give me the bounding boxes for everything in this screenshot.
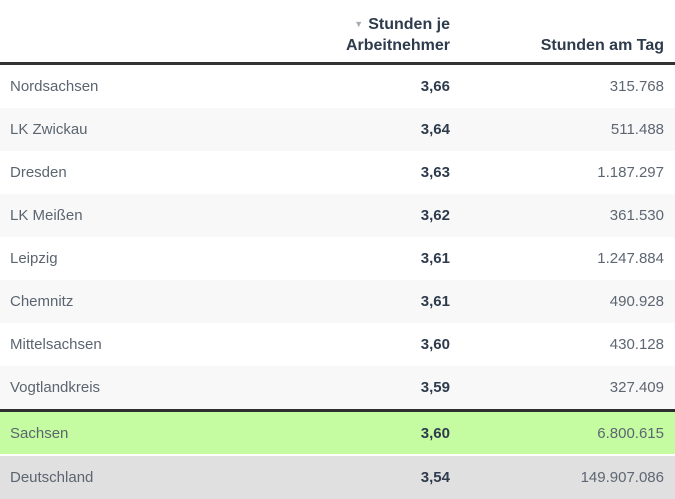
- region-name: Sachsen: [10, 424, 69, 442]
- hours-per-day-value: 1.187.297: [597, 164, 664, 181]
- hours-per-worker-value: 3,63: [420, 164, 450, 181]
- sort-desc-icon: ▼: [354, 19, 364, 29]
- hours-per-worker-value: 3,66: [420, 78, 450, 95]
- table-row-lk-zwickau: LK Zwickau 3,64 511.488: [0, 108, 675, 151]
- hours-per-day-value: 1.247.884: [597, 250, 664, 267]
- region-name: Vogtlandkreis: [10, 379, 101, 396]
- hours-per-day-value: 511.488: [610, 121, 664, 138]
- hours-per-worker-value: 3,60: [420, 424, 450, 442]
- region-name: LK Zwickau: [10, 121, 88, 138]
- column-header-stunden-je-arbeitnehmer[interactable]: ▼ Stunden je Arbeitnehmer: [290, 15, 450, 55]
- region-name: Dresden: [10, 164, 67, 181]
- table-row-vogtlandkreis: Vogtlandkreis 3,59 327.409: [0, 366, 675, 409]
- region-name: Mittelsachsen: [10, 336, 102, 353]
- hours-per-worker-value: 3,61: [420, 293, 450, 310]
- hours-per-day-value: 327.409: [609, 379, 664, 396]
- hours-per-day-value: 149.907.086: [580, 469, 664, 486]
- table-body: Nordsachsen 3,66 315.768 LK Zwickau 3,64…: [0, 65, 675, 499]
- region-name: Deutschland: [10, 469, 94, 486]
- column-header-stunden-am-tag[interactable]: Stunden am Tag: [540, 37, 664, 54]
- table-row-chemnitz: Chemnitz 3,61 490.928: [0, 280, 675, 323]
- header-col2-text-line1: Stunden je: [368, 16, 450, 33]
- hours-per-day-value: 361.530: [609, 207, 664, 224]
- table-header-row: ▼ Stunden je Arbeitnehmer Stunden am Tag: [0, 0, 675, 65]
- region-name: Nordsachsen: [10, 78, 99, 95]
- hours-per-worker-value: 3,61: [420, 250, 450, 267]
- hours-per-day-value: 315.768: [609, 78, 664, 95]
- table-row-mittelsachsen: Mittelsachsen 3,60 430.128: [0, 323, 675, 366]
- hours-per-worker-value: 3,62: [420, 207, 450, 224]
- header-line-1: ▼ Stunden je: [290, 15, 450, 36]
- hours-per-worker-value: 3,60: [420, 336, 450, 353]
- hours-per-day-value: 430.128: [609, 336, 664, 353]
- table-row-dresden: Dresden 3,63 1.187.297: [0, 151, 675, 194]
- header-col2-text-line2: Arbeitnehmer: [345, 37, 450, 54]
- hours-per-worker-value: 3,54: [420, 469, 450, 486]
- region-name: Chemnitz: [10, 293, 74, 310]
- hours-per-worker-value: 3,59: [420, 379, 450, 396]
- table-row-nordsachsen: Nordsachsen 3,66 315.768: [0, 65, 675, 108]
- hours-per-day-value: 490.928: [609, 293, 664, 310]
- table-row-leipzig: Leipzig 3,61 1.247.884: [0, 237, 675, 280]
- hours-per-worker-value: 3,64: [420, 121, 450, 138]
- hours-per-day-value: 6.800.615: [597, 424, 664, 442]
- table-row-lk-meissen: LK Meißen 3,62 361.530: [0, 194, 675, 237]
- table-row-deutschland-highlighted: Deutschland 3,54 149.907.086: [0, 454, 675, 499]
- region-name: LK Meißen: [10, 207, 83, 224]
- region-name: Leipzig: [10, 250, 58, 267]
- table-row-sachsen-highlighted: Sachsen 3,60 6.800.615: [0, 409, 675, 454]
